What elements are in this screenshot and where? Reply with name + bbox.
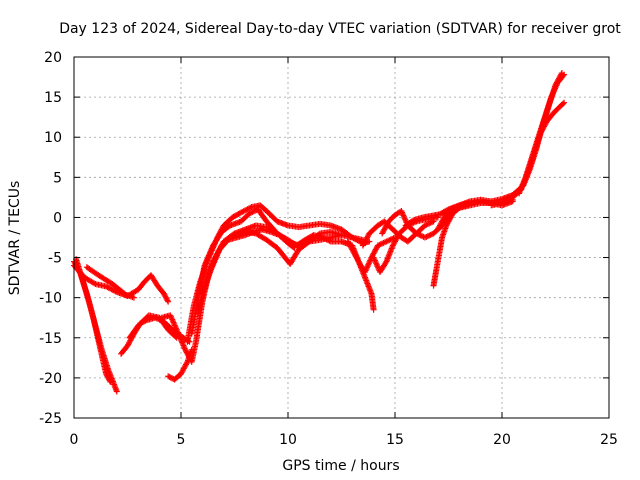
y-tick-label: 10 [44, 130, 62, 146]
data-point [130, 294, 137, 301]
series-track-18 [430, 201, 473, 289]
x-tick-label: 0 [70, 432, 79, 448]
data-point [559, 100, 566, 107]
data-point [165, 298, 172, 305]
x-tick-label: 20 [493, 432, 511, 448]
chart-title: Day 123 of 2024, Sidereal Day-to-day VTE… [59, 21, 621, 37]
axis-ticks: 0 5 10 15 20 25 -25 -20 -15 -10 -5 0 5 10 15 20 [39, 50, 618, 448]
data-point [382, 259, 389, 266]
series-track-21 [516, 71, 568, 197]
data-point [338, 232, 345, 239]
x-axis-label: GPS time / hours [282, 458, 399, 474]
x-tick-label: 25 [600, 432, 618, 448]
data-point [560, 72, 567, 79]
y-tick-label: -20 [39, 371, 62, 387]
y-tick-label: -25 [39, 411, 62, 427]
y-tick-label: -15 [39, 331, 62, 347]
data-point [183, 360, 190, 367]
y-tick-label: 20 [44, 50, 62, 66]
data-series-layer [71, 70, 568, 395]
plot-area-border [73, 56, 610, 419]
y-tick-label: 0 [53, 210, 62, 226]
data-point [561, 99, 568, 106]
y-tick-label: -10 [39, 291, 62, 307]
y-tick-label: 15 [44, 90, 62, 106]
series-track-4 [83, 264, 137, 301]
data-point [410, 217, 417, 224]
data-point [561, 71, 568, 78]
x-tick-label: 15 [386, 432, 404, 448]
y-tick-label: 5 [53, 170, 62, 186]
x-tick-label: 5 [177, 432, 186, 448]
data-point [164, 297, 171, 304]
series-track-14 [359, 218, 437, 249]
y-axis-label: SDTVAR / TECUs [7, 181, 23, 296]
x-tick-label: 10 [279, 432, 297, 448]
data-point [370, 306, 377, 313]
data-point [247, 204, 254, 211]
y-tick-label: -5 [48, 251, 62, 267]
data-point [113, 388, 120, 395]
data-point [91, 280, 98, 287]
